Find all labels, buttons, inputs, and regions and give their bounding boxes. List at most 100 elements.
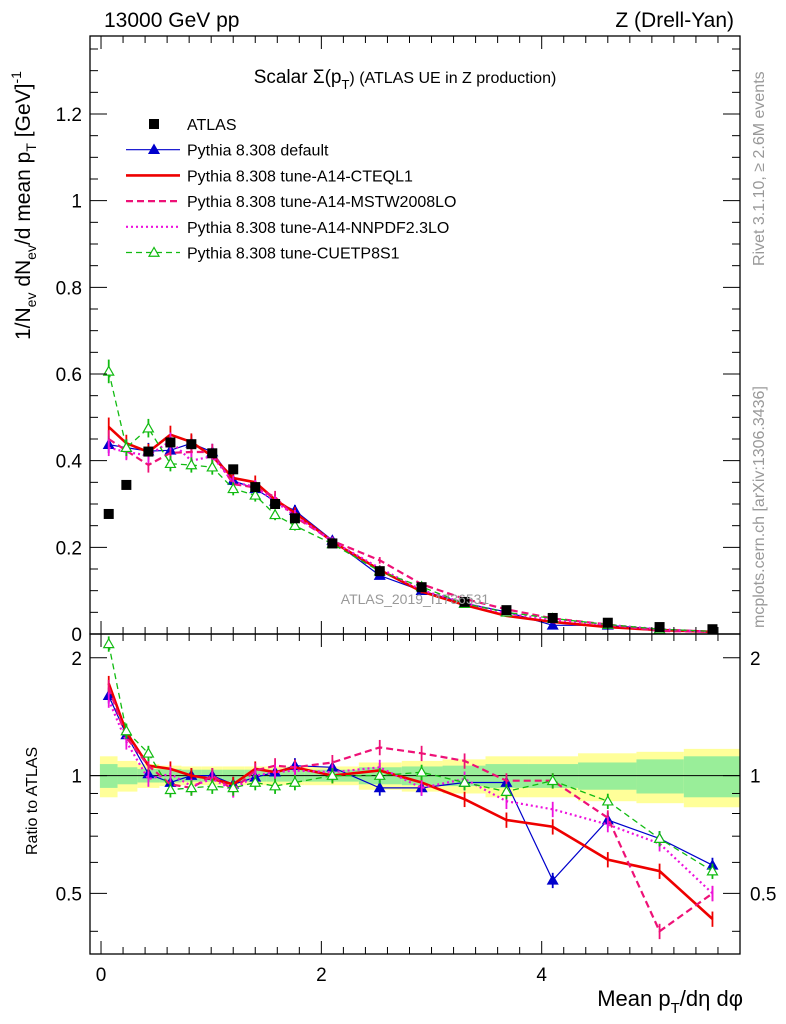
atlas-point-6 — [228, 464, 239, 475]
y-tick-label-5: 1 — [71, 192, 82, 213]
chart-title-main: Scalar Σ(p — [254, 67, 342, 88]
ratio-point-4-2 — [142, 747, 155, 758]
ratio-point-0-15 — [546, 874, 559, 885]
chart-title-rest: ) (ATLAS UE in Z production) — [349, 70, 556, 87]
atlas-point-8 — [270, 499, 281, 509]
atlas-point-3 — [165, 437, 176, 448]
chart-title-sub: T — [341, 77, 349, 92]
main-point-4-2 — [142, 421, 155, 433]
mcplots-label: mcplots.cern.ch [arXiv:1306.3436] — [751, 386, 768, 628]
ratio-point-2-17 — [658, 930, 661, 933]
ratio-point-4-11 — [373, 769, 386, 780]
ratio-point-4-5 — [206, 779, 219, 791]
ratio-point-4-1 — [120, 724, 133, 736]
atlas-point-9 — [289, 513, 300, 524]
ratio-point-4-8 — [269, 779, 282, 791]
ratio-y-tick-label-right-2: 2 — [750, 649, 761, 670]
ratio-point-3-14 — [505, 800, 508, 803]
ratio-point-3-9 — [294, 769, 296, 772]
band-inner-17 — [636, 759, 684, 794]
ratio-y-tick-label-right-1: 1 — [750, 767, 761, 788]
legend-marker-4 — [147, 246, 161, 257]
ratio-point-4-10 — [326, 769, 339, 780]
legend: ATLAS Pythia 8.308 default Pythia 8.308 tu… — [126, 117, 456, 263]
ratio-y-axis-label: Ratio to ATLAS — [24, 747, 41, 855]
x-tick-label-2: 4 — [536, 965, 547, 986]
y-tick-label-6: 1.2 — [56, 105, 82, 126]
main-point-4-4 — [185, 458, 198, 470]
atlas-point-7 — [250, 482, 261, 493]
ratio-point-4-15 — [546, 774, 559, 786]
y-tick-label-4: 0.8 — [56, 278, 82, 299]
x-axis-label: Mean pT/dη dφ — [597, 986, 743, 1017]
legend-label-2: Pythia 8.308 tune-A14-CTEQL1 — [187, 168, 413, 185]
ratio-point-1-14 — [505, 819, 508, 821]
main-point-4-8 — [269, 508, 282, 520]
rivet-label: Rivet 3.1.10, ≥ 2.6M events — [751, 71, 768, 266]
ratio-frame — [89, 633, 741, 955]
legend-label-1: Pythia 8.308 default — [187, 143, 329, 160]
ratio-point-3-11 — [378, 766, 381, 769]
ratio-point-4-0 — [102, 637, 115, 649]
x-tick-label-1: 2 — [316, 965, 327, 986]
atlas-point-18 — [707, 624, 718, 635]
atlas-point-10 — [327, 538, 338, 549]
atlas-point-4 — [186, 439, 197, 450]
main-point-4-6 — [227, 482, 240, 494]
ratio-point-2-12 — [420, 752, 423, 755]
atlas-point-17 — [654, 622, 665, 633]
x-tick-label-0: 0 — [96, 965, 107, 986]
atlas-point-12 — [416, 582, 427, 593]
atlas-data-points — [103, 437, 718, 635]
y-tick-label-0: 0 — [71, 625, 82, 646]
atlas-point-16 — [602, 617, 613, 628]
atlas-point-13 — [459, 596, 470, 607]
ratio-point-3-8 — [274, 771, 276, 774]
header-right: Z (Drell-Yan) — [615, 9, 734, 32]
ratio-point-1-4 — [190, 774, 193, 777]
ratio-point-0-11 — [373, 781, 386, 793]
ratio-point-4-7 — [249, 776, 262, 787]
atlas-point-1 — [121, 479, 132, 490]
ratio-y-tick-label-right-0: 0.5 — [750, 884, 776, 905]
ratio-point-4-18 — [706, 864, 719, 876]
header-left: 13000 GeV pp — [104, 9, 239, 32]
ratio-point-4-9 — [288, 776, 301, 787]
main-point-4-7 — [249, 489, 262, 500]
legend-label-3: Pythia 8.308 tune-A14-MSTW2008LO — [187, 194, 456, 211]
ratio-point-3-15 — [551, 808, 554, 811]
atlas-point-14 — [501, 605, 512, 616]
ratio-y-tick-label-left-1: 1 — [71, 767, 82, 788]
ratio-point-4-13 — [458, 776, 471, 787]
atlas-point-5 — [207, 448, 218, 459]
ratio-y-tick-label-left-0: 0.5 — [56, 884, 82, 905]
legend-label-4: Pythia 8.308 tune-A14-NNPDF2.3LO — [187, 220, 449, 237]
ratio-point-4-17 — [653, 832, 666, 843]
ratio-series — [90, 636, 740, 940]
y-tick-label-2: 0.4 — [56, 452, 83, 473]
main-point-4-3 — [164, 457, 177, 469]
ratio-point-1-17 — [658, 870, 661, 872]
ratio-point-1-18 — [711, 918, 714, 920]
atlas-point-15 — [547, 612, 558, 623]
main-point-4-1 — [120, 441, 133, 453]
x-axis-label-rest: /dη dφ — [680, 986, 743, 1011]
main-point-1-0 — [107, 426, 110, 428]
x-axis-label-sub: T — [671, 1000, 680, 1017]
atlas-point-0 — [103, 508, 114, 519]
legend-marker-atlas — [149, 119, 159, 129]
x-axis-label-main: Mean p — [597, 986, 670, 1011]
ratio-point-3-16 — [606, 823, 609, 826]
y-tick-label-1: 0.2 — [56, 538, 82, 559]
ratio-point-2-2 — [147, 764, 150, 767]
ratio-point-3-2 — [147, 778, 150, 780]
main-point-4-5 — [206, 460, 219, 472]
ratio-point-3-0 — [107, 699, 110, 701]
ratio-point-3-3 — [169, 773, 172, 775]
atlas-point-11 — [374, 566, 385, 577]
ratio-point-2-11 — [378, 746, 381, 749]
ratio-point-4-4 — [185, 781, 198, 793]
ratio-line-2 — [107, 687, 714, 933]
main-point-4-0 — [102, 365, 115, 376]
